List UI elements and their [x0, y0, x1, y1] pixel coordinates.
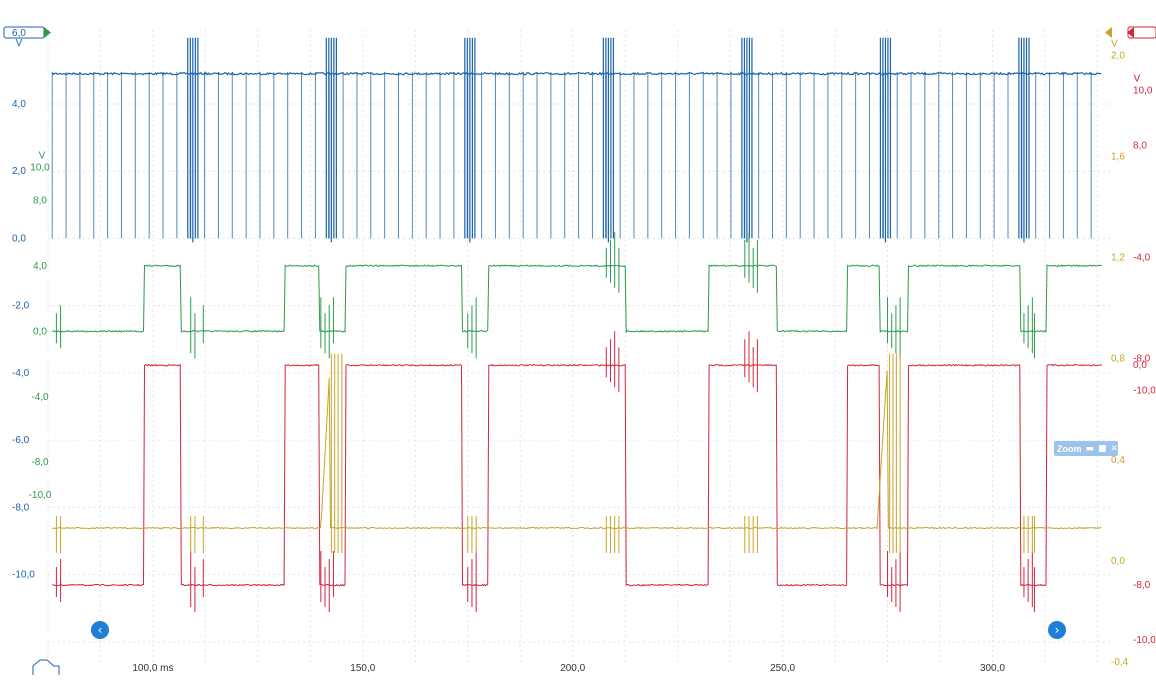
x-tick-label: 250,0: [770, 663, 795, 674]
channel-markers: 6,0: [3, 26, 1156, 675]
y-tick-label-green: -4,0: [31, 392, 49, 403]
y-tick-label-yellow: 2,0: [1111, 50, 1125, 61]
x-tick-label: 100,0 ms: [132, 663, 173, 674]
y-tick-label-green: 4,0: [33, 261, 47, 272]
yellow-trigger-marker[interactable]: [1105, 27, 1112, 38]
y-tick-label-green: -8,0: [31, 457, 49, 468]
y-tick-label-blue: 2,0: [12, 166, 26, 177]
traces: [51, 37, 1102, 613]
scroll-left-button[interactable]: ‹: [91, 621, 109, 639]
blue-top-value: 6,0: [12, 28, 26, 39]
y-tick-label-red: 0,0: [1133, 360, 1147, 371]
y-tick-label-yellow: 0,4: [1111, 455, 1125, 466]
y-tick-label-green: 0,0: [33, 326, 47, 337]
y-tick-label-red-aux: -4,0: [1133, 253, 1151, 264]
blue-pulses: [51, 37, 1092, 243]
y-tick-label-red-aux: -10,0: [1133, 386, 1156, 397]
y-tick-label-blue: -10,0: [12, 570, 35, 581]
zoom-panel[interactable]: Zoom ▬ ■ ✕: [1054, 441, 1118, 456]
y-tick-label-yellow: -0,4: [1111, 657, 1129, 668]
y-tick-label-blue: 0,0: [12, 233, 26, 244]
y-tick-label-red: -10,0: [1133, 635, 1156, 646]
unit-label-yellow: V: [1111, 38, 1118, 49]
y-tick-label-red: -8,0: [1133, 580, 1151, 591]
unit-label-green: V: [39, 151, 46, 162]
y-tick-label-green: 10,0: [30, 163, 50, 174]
y-tick-label-red: 10,0: [1133, 85, 1153, 96]
y-tick-label-yellow: 1,2: [1111, 253, 1125, 264]
red-trigger-marker[interactable]: [1127, 27, 1134, 38]
grid: [47, 30, 1110, 662]
axis-labels: 100,0 ms 150,0 200,0 250,0 300,0 4,0 2,0 0,0 -2,…: [12, 38, 1156, 674]
trace-blue: [51, 71, 1102, 76]
green-trigger-marker[interactable]: [44, 27, 51, 38]
timebase-marker[interactable]: [32, 659, 60, 675]
y-tick-label-blue: -8,0: [12, 502, 30, 513]
y-tick-label-blue: -6,0: [12, 435, 30, 446]
y-tick-label-yellow: 1,6: [1111, 151, 1125, 162]
trace-red: [52, 363, 1102, 587]
zoom-label: Zoom: [1057, 443, 1082, 454]
x-tick-label: 300,0: [980, 663, 1005, 674]
y-tick-label-red-aux: -8,0: [1133, 354, 1151, 365]
y-tick-label-green: -10,0: [29, 490, 52, 501]
unit-label-red: V: [1134, 73, 1141, 84]
unit-label-blue: V: [16, 38, 23, 49]
y-tick-label-blue: -2,0: [12, 301, 30, 312]
trace-yellow: [52, 370, 1102, 530]
y-tick-label-red: 8,0: [1133, 140, 1147, 151]
x-tick-label: 150,0: [350, 663, 375, 674]
x-tick-label: 200,0: [560, 663, 585, 674]
y-tick-label-blue: -4,0: [12, 368, 30, 379]
maximize-icon[interactable]: ■: [1098, 443, 1107, 454]
chevron-right-icon: ›: [1054, 623, 1060, 637]
scroll-right-button[interactable]: ›: [1048, 621, 1066, 639]
minimize-icon[interactable]: ▬: [1085, 443, 1095, 454]
y-tick-label-green: 8,0: [33, 195, 47, 206]
chevron-left-icon: ‹: [97, 623, 103, 637]
y-tick-label-blue: 4,0: [12, 99, 26, 110]
close-icon[interactable]: ✕: [1110, 443, 1119, 454]
y-tick-label-yellow: 0,0: [1111, 556, 1125, 567]
trace-green: [52, 264, 1102, 334]
y-tick-label-yellow: 0,8: [1111, 354, 1125, 365]
